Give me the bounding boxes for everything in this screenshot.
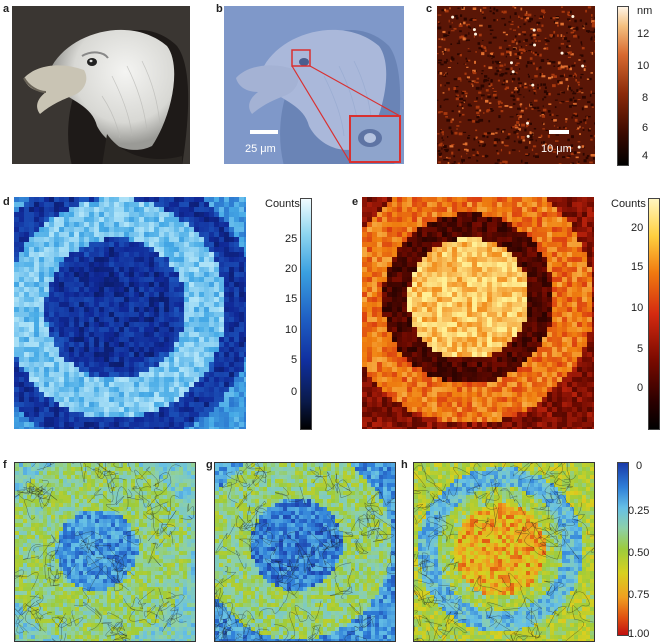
colorbar-tick: 25 bbox=[285, 233, 298, 245]
height-colorbar bbox=[617, 6, 629, 166]
colorbar-tick: 10 bbox=[637, 60, 650, 72]
colorbar-tick: 5 bbox=[291, 354, 298, 366]
colorbar-tick: 10 bbox=[631, 302, 644, 314]
colorbar-tick: 4 bbox=[642, 150, 649, 162]
panel-label-c: c bbox=[426, 3, 433, 15]
colorbar-tick: 6 bbox=[642, 122, 649, 134]
colorbar-tick: 0 bbox=[291, 386, 298, 398]
contour-map-f bbox=[14, 462, 196, 642]
colorbar-tick: 0.25 bbox=[628, 505, 650, 517]
colorbar-tick: 0.50 bbox=[628, 547, 650, 559]
panel-label-f: f bbox=[3, 459, 7, 471]
colorbar-title-counts-d: Counts bbox=[265, 198, 300, 210]
panel-label-b: b bbox=[216, 3, 223, 15]
colorbar-tick: 10 bbox=[285, 324, 298, 336]
colorbar-tick: 0.75 bbox=[628, 589, 650, 601]
colorbar-title-counts-e: Counts bbox=[611, 198, 646, 210]
counts-map-red bbox=[362, 197, 594, 429]
scale-bar-label-b: 25 μm bbox=[245, 143, 276, 155]
colorbar-tick: 20 bbox=[631, 222, 644, 234]
colorbar-tick: 0 bbox=[637, 382, 644, 394]
colorbar-tick: 12 bbox=[637, 28, 650, 40]
panel-label-e: e bbox=[352, 196, 359, 208]
colorbar-tick: 15 bbox=[631, 261, 644, 273]
eagle-optical-image bbox=[224, 6, 404, 164]
afm-topography-image bbox=[437, 6, 595, 164]
panel-label-g: g bbox=[206, 459, 213, 471]
counts-map-blue bbox=[14, 197, 246, 429]
colorbar-tick: 8 bbox=[642, 92, 649, 104]
scale-bar-label-c: 10 μm bbox=[541, 143, 572, 155]
eagle-photo bbox=[12, 6, 190, 164]
panel-label-d: d bbox=[3, 196, 10, 208]
contour-map-h bbox=[413, 462, 595, 642]
colorbar-unit-nm: nm bbox=[637, 5, 653, 17]
fraction-colorbar bbox=[617, 462, 629, 636]
colorbar-tick: 0 bbox=[636, 460, 643, 472]
counts-colorbar-red bbox=[648, 198, 660, 430]
panel-label-h: h bbox=[401, 459, 408, 471]
panel-label-a: a bbox=[3, 3, 10, 15]
colorbar-tick: 1.00 bbox=[628, 628, 650, 640]
colorbar-tick: 15 bbox=[285, 293, 298, 305]
counts-colorbar-blue bbox=[300, 198, 312, 430]
contour-map-g bbox=[214, 462, 396, 642]
colorbar-tick: 5 bbox=[637, 343, 644, 355]
colorbar-tick: 20 bbox=[285, 263, 298, 275]
